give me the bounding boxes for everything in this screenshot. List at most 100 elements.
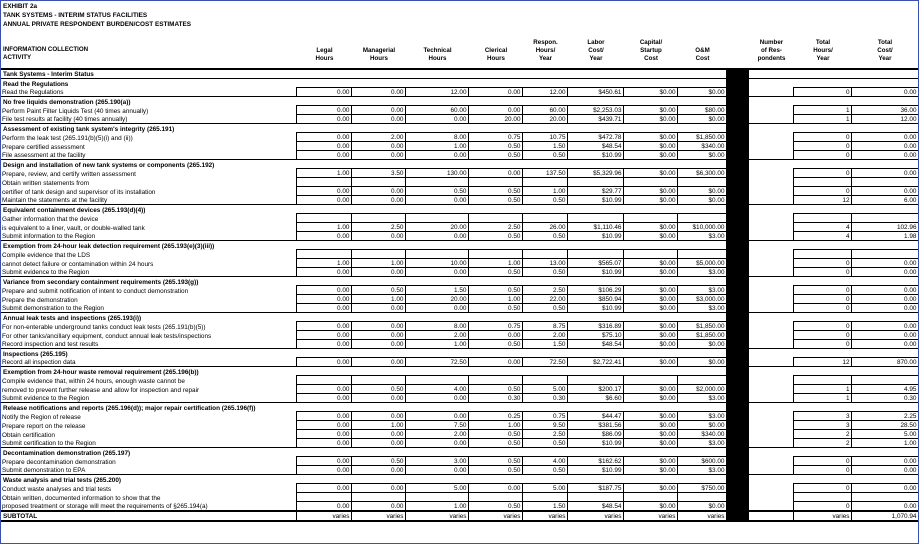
cell-value: $0.00	[622, 465, 678, 475]
row-label: Submit information to the Region	[2, 233, 96, 240]
cell-value: 130.00	[404, 168, 469, 178]
row-label: File test results at facility (40 times …	[2, 116, 128, 123]
row-label: Release notifications and reports (265.1…	[1, 402, 296, 412]
section-header-row: Exemption from 24-hour waste removal req…	[1, 366, 918, 376]
separator-bar	[725, 393, 749, 403]
cell-empty	[622, 249, 678, 259]
cell-empty	[295, 249, 352, 259]
table-row: Conduct waste analyses and trial tests 0.…	[1, 483, 918, 493]
separator-bar	[725, 303, 749, 313]
cell-value: $0.00	[622, 330, 678, 340]
cell-empty	[677, 123, 726, 133]
cell-value: $850.94	[566, 294, 624, 304]
cell-empty	[676, 213, 727, 223]
cell-empty	[468, 366, 522, 376]
cell-value: $10.99	[566, 465, 624, 475]
cell-value: 0.00	[295, 465, 352, 475]
cell-empty	[405, 78, 468, 88]
cell-value: 0.00	[350, 186, 406, 196]
table-row: Submit information to the Region 0.00 0.00…	[1, 231, 918, 241]
cell-value: 0.00	[404, 150, 469, 160]
cell-value: $0.00	[676, 420, 727, 430]
cell-value: 0.00	[404, 438, 469, 448]
cell-empty	[404, 177, 469, 187]
cell-empty	[793, 402, 851, 412]
cell-empty	[467, 375, 523, 385]
cell-value: 0.00	[350, 231, 406, 241]
separator-bar	[725, 321, 749, 331]
cell-empty	[851, 159, 918, 169]
separator-bar	[725, 123, 749, 133]
column-header: Labor Cost/Year	[587, 39, 605, 62]
separator-bar	[725, 438, 749, 448]
cell-value: 2.00	[521, 330, 568, 340]
cell-value: $0.00	[676, 339, 727, 349]
cell-value: 2	[792, 438, 852, 448]
cell-value: 3	[792, 411, 852, 421]
cell-empty	[468, 240, 522, 250]
cell-value: 0	[792, 339, 852, 349]
separator-bar	[725, 78, 749, 88]
cell-empty	[467, 213, 523, 223]
cell-value: 0.75	[467, 321, 523, 331]
cell-value: 0.50	[350, 456, 406, 466]
cell-empty	[296, 366, 351, 376]
cell-value: 0.50	[467, 267, 523, 277]
cell-value: 0.00	[295, 483, 352, 493]
row-label: Prepare decontamination demonstration	[2, 458, 116, 466]
section-header-row: Obtain written, documented information t…	[1, 492, 918, 502]
cell-empty	[350, 375, 406, 385]
cell-value: $316.89	[566, 321, 624, 331]
cell-value: 0.50	[350, 384, 406, 394]
row-label: Equivalent containment devices (265.193(…	[1, 204, 296, 214]
cell-value: $0.00	[622, 456, 678, 466]
row-label: Record inspection and test results	[2, 341, 99, 348]
cell-value: 102.96	[850, 222, 918, 232]
separator-bar	[725, 213, 749, 223]
cell-empty	[851, 447, 918, 457]
cell-empty	[567, 78, 623, 88]
separator-bar	[725, 222, 749, 232]
cell-empty	[851, 204, 918, 214]
cell-value: 4.00	[521, 456, 568, 466]
cell-value: 0.00	[467, 483, 523, 493]
cell-empty	[522, 312, 567, 322]
cell-empty	[566, 177, 624, 187]
cell-value: $1,110.46	[566, 222, 624, 232]
cell-empty	[623, 402, 677, 412]
cell-value: 1.50	[521, 339, 568, 349]
cell-value: $44.47	[566, 411, 624, 421]
cell-value: 0.50	[467, 465, 523, 475]
section-header-row: Annual leak tests and inspections (265.1…	[1, 312, 918, 322]
cell-value: $0.00	[676, 186, 727, 196]
cell-empty	[468, 204, 522, 214]
table-row: File assessment at the facility 0.00 0.00 0…	[1, 150, 918, 160]
cell-value: 0.00	[295, 285, 352, 295]
cell-empty	[522, 474, 567, 484]
cell-empty	[566, 213, 624, 223]
subtotal-row: SUBTOTAL varies varies varies varies varies va…	[1, 510, 918, 522]
cell-value: $10.99	[566, 150, 624, 160]
table-row: Perform the leak test (265.191(b)(5)(i) …	[1, 132, 918, 142]
cell-empty	[404, 375, 469, 385]
cell-empty	[622, 213, 678, 223]
cell-value: 0.00	[404, 195, 469, 205]
cell-value: 0.25	[467, 411, 523, 421]
table-row: Prepare decontamination demonstration 0.0…	[1, 456, 918, 466]
separator-bar	[725, 357, 749, 367]
column-header: Respon. Hours/Year	[533, 39, 558, 62]
cell-value: 0.00	[467, 105, 523, 115]
cell-value: 0.00	[295, 429, 352, 439]
cell-value: 0.00	[295, 105, 352, 115]
row-label: Perform the leak test (265.191(b)(5)(i) …	[2, 134, 133, 142]
cell-empty	[850, 375, 918, 385]
cell-value: $6.60	[566, 393, 624, 403]
row-label: Prepare certified assessment	[2, 143, 85, 151]
cell-value: 13.00	[521, 258, 568, 268]
cell-empty	[351, 402, 405, 412]
cell-value: 4	[792, 222, 852, 232]
cell-value: 8.00	[404, 321, 469, 331]
cell-value: 0.00	[850, 141, 918, 151]
cell-value: 0	[792, 294, 852, 304]
cell-value: 10.00	[404, 258, 469, 268]
